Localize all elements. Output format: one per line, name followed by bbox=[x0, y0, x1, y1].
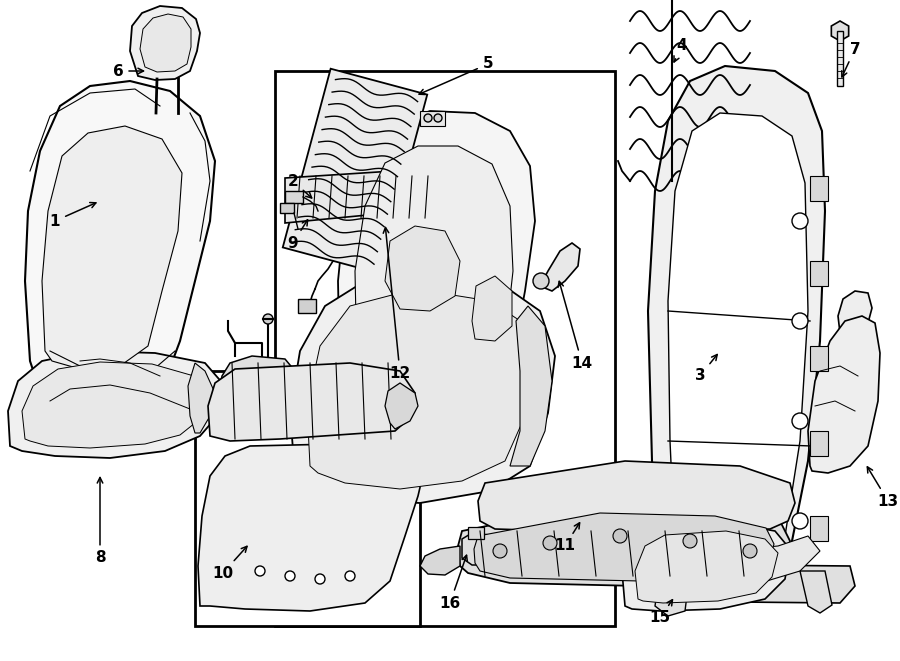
Polygon shape bbox=[140, 14, 191, 72]
Bar bbox=[810, 431, 828, 456]
Polygon shape bbox=[474, 513, 774, 581]
Circle shape bbox=[345, 571, 355, 581]
Bar bbox=[275, 71, 615, 626]
Text: 13: 13 bbox=[868, 467, 898, 508]
Text: 1: 1 bbox=[50, 202, 96, 229]
Circle shape bbox=[533, 273, 549, 289]
Text: 5: 5 bbox=[419, 56, 493, 95]
Circle shape bbox=[285, 571, 295, 581]
Polygon shape bbox=[420, 546, 460, 575]
Circle shape bbox=[792, 513, 808, 529]
Bar bbox=[837, 31, 843, 86]
Polygon shape bbox=[808, 316, 880, 473]
Polygon shape bbox=[832, 21, 849, 41]
Bar bbox=[195, 371, 420, 626]
Text: 9: 9 bbox=[288, 220, 308, 251]
Text: 14: 14 bbox=[558, 282, 592, 371]
Text: 2: 2 bbox=[288, 173, 311, 198]
Text: 6: 6 bbox=[112, 63, 143, 79]
Polygon shape bbox=[472, 276, 512, 341]
Text: 3: 3 bbox=[695, 354, 717, 383]
Bar bbox=[810, 516, 828, 541]
Polygon shape bbox=[285, 168, 440, 223]
Polygon shape bbox=[655, 571, 690, 616]
Polygon shape bbox=[338, 111, 535, 483]
Polygon shape bbox=[648, 66, 825, 586]
Polygon shape bbox=[8, 351, 225, 458]
Circle shape bbox=[743, 544, 757, 558]
Circle shape bbox=[792, 213, 808, 229]
Text: 15: 15 bbox=[650, 600, 672, 625]
Bar bbox=[280, 203, 294, 213]
Polygon shape bbox=[208, 363, 415, 441]
Bar bbox=[810, 346, 828, 371]
Polygon shape bbox=[622, 523, 790, 611]
Bar bbox=[810, 176, 828, 201]
Circle shape bbox=[263, 314, 273, 324]
Polygon shape bbox=[42, 126, 182, 369]
Polygon shape bbox=[25, 81, 215, 406]
Polygon shape bbox=[385, 226, 460, 311]
Circle shape bbox=[792, 313, 808, 329]
Polygon shape bbox=[283, 69, 428, 273]
Polygon shape bbox=[218, 356, 295, 398]
Text: 12: 12 bbox=[383, 227, 410, 381]
Polygon shape bbox=[540, 243, 580, 291]
Polygon shape bbox=[630, 564, 855, 603]
Circle shape bbox=[683, 534, 697, 548]
Circle shape bbox=[493, 544, 507, 558]
Circle shape bbox=[315, 574, 325, 584]
Polygon shape bbox=[130, 6, 200, 80]
Polygon shape bbox=[800, 571, 832, 613]
Polygon shape bbox=[458, 503, 790, 586]
Polygon shape bbox=[188, 363, 215, 433]
Polygon shape bbox=[22, 362, 208, 448]
Circle shape bbox=[792, 413, 808, 429]
Polygon shape bbox=[355, 146, 513, 467]
Polygon shape bbox=[478, 461, 795, 533]
Polygon shape bbox=[838, 291, 872, 333]
Text: 8: 8 bbox=[94, 477, 105, 566]
Polygon shape bbox=[385, 383, 418, 429]
Circle shape bbox=[424, 114, 432, 122]
Text: 10: 10 bbox=[212, 547, 247, 580]
Circle shape bbox=[255, 566, 265, 576]
Bar bbox=[420, 111, 445, 126]
Polygon shape bbox=[668, 113, 808, 569]
Polygon shape bbox=[198, 443, 425, 611]
Bar bbox=[298, 299, 316, 313]
Text: 16: 16 bbox=[439, 555, 467, 611]
Polygon shape bbox=[307, 289, 537, 489]
Text: 11: 11 bbox=[554, 523, 580, 553]
Polygon shape bbox=[290, 273, 555, 503]
Text: 7: 7 bbox=[842, 42, 860, 77]
Polygon shape bbox=[635, 531, 778, 603]
Bar bbox=[810, 261, 828, 286]
Circle shape bbox=[543, 536, 557, 550]
Text: 4: 4 bbox=[674, 38, 688, 62]
Polygon shape bbox=[510, 306, 552, 466]
Circle shape bbox=[613, 529, 627, 543]
Bar bbox=[468, 527, 484, 539]
Bar bbox=[285, 191, 303, 203]
Polygon shape bbox=[660, 536, 820, 585]
Circle shape bbox=[434, 114, 442, 122]
Polygon shape bbox=[462, 533, 498, 565]
